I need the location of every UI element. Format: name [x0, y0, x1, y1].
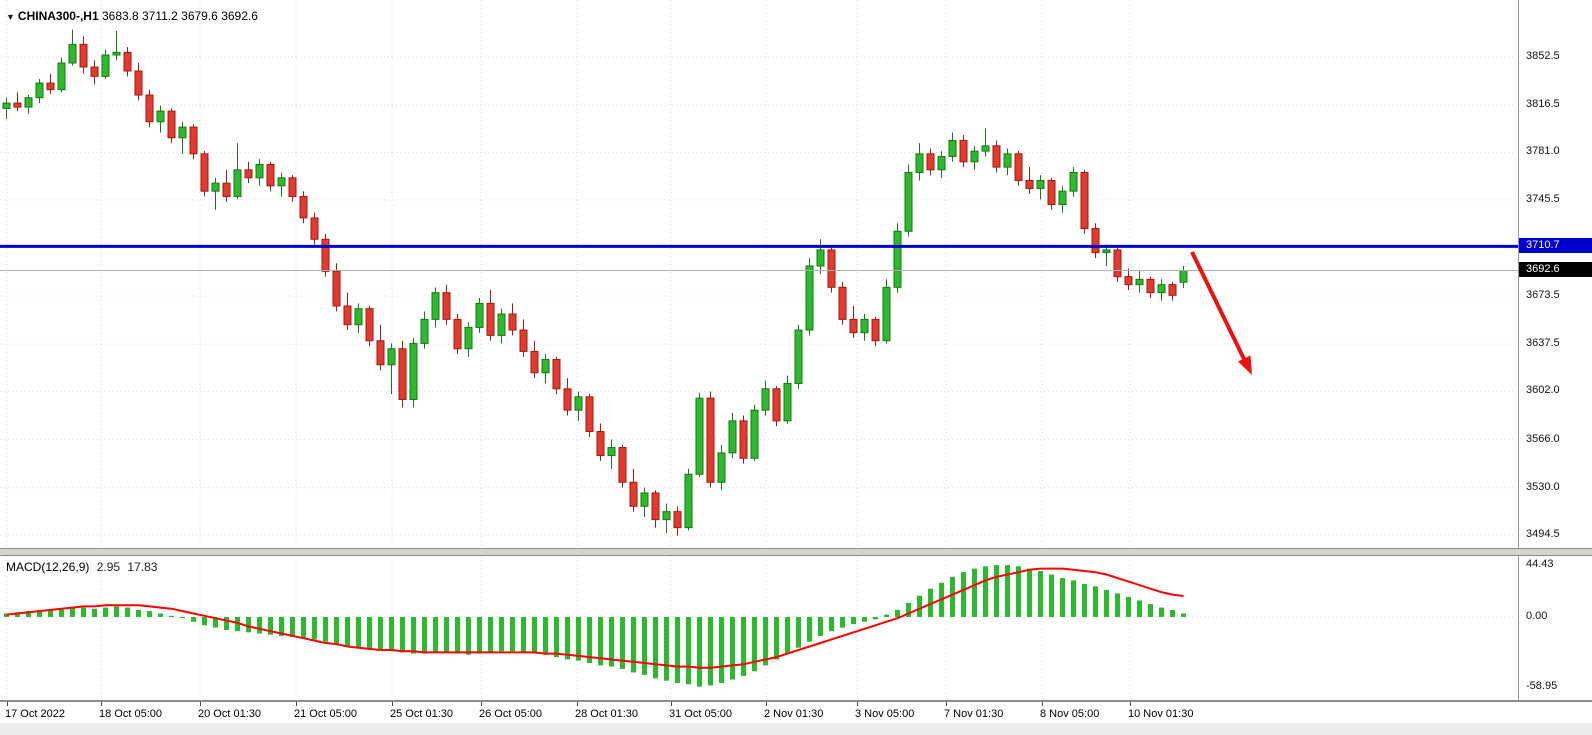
time-axis-label: 18 Oct 05:00 — [99, 708, 162, 720]
price-axis[interactable]: 3710.7 3692.6 3852.5 3816.5 3781.0 3745.5 36… — [1518, 0, 1592, 702]
time-axis-tick — [946, 702, 947, 706]
chart-symbol-label: CHINA300-,H1 — [17, 9, 99, 23]
chart-header: ▼ CHINA300-,H1 3683.8 3711.2 3679.6 3692.… — [6, 9, 258, 23]
price-axis-label: 3566.0 — [1526, 432, 1560, 445]
price-axis-label: 3602.0 — [1526, 384, 1560, 397]
price-axis-label: 3637.5 — [1526, 337, 1560, 350]
symbol-dropdown-icon[interactable]: ▼ — [6, 12, 15, 22]
time-axis-label: 2 Nov 01:30 — [764, 708, 824, 720]
time-axis-tick — [481, 702, 482, 706]
time-axis-label: 28 Oct 01:30 — [575, 708, 638, 720]
time-axis[interactable]: 17 Oct 2022 18 Oct 05:00 20 Oct 01:30 21 Oc… — [0, 702, 1592, 723]
price-axis-label: 3852.5 — [1526, 50, 1560, 62]
time-axis-tick — [671, 702, 672, 706]
macd-axis-label: -58.95 — [1526, 679, 1558, 692]
hline-price-tag: 3710.7 — [1519, 238, 1592, 254]
time-axis-tick — [101, 702, 102, 706]
time-axis-tick — [392, 702, 393, 706]
macd-indicator-label: MACD(12,26,9) 2.95 17.83 — [6, 560, 157, 574]
price-axis-label: 3781.0 — [1526, 145, 1560, 158]
time-axis-label: 31 Oct 05:00 — [669, 708, 732, 720]
time-axis-tick — [577, 702, 578, 706]
macd-panel[interactable]: MACD(12,26,9) 2.95 17.83 — [0, 556, 1518, 700]
macd-chart-canvas[interactable] — [0, 556, 1518, 700]
chart-ohlc-label: 3683.8 3711.2 3679.6 3692.6 — [101, 9, 258, 23]
macd-signal-value: 17.83 — [127, 560, 158, 574]
price-axis-label: 3494.5 — [1526, 528, 1560, 540]
panel-divider[interactable] — [0, 548, 1592, 556]
time-axis-tick — [296, 702, 297, 706]
time-axis-label: 10 Nov 01:30 — [1128, 708, 1194, 720]
macd-axis-label: 44.43 — [1526, 557, 1554, 570]
time-axis-label: 3 Nov 05:00 — [855, 708, 915, 720]
time-axis-tick — [1130, 702, 1131, 706]
time-axis-tick — [857, 702, 858, 706]
price-axis-label: 3673.5 — [1526, 289, 1560, 301]
macd-label: MACD(12,26,9) — [6, 560, 90, 574]
time-axis-tick — [7, 702, 8, 706]
time-axis-label: 17 Oct 2022 — [5, 708, 65, 720]
main-chart-panel[interactable]: ▼ CHINA300-,H1 3683.8 3711.2 3679.6 3692.… — [0, 0, 1518, 548]
time-axis-tick — [200, 702, 201, 706]
time-axis-tick — [1042, 702, 1043, 706]
time-axis-label: 21 Oct 05:00 — [294, 708, 357, 720]
macd-main-value: 2.95 — [96, 560, 121, 574]
price-axis-label: 3745.5 — [1526, 192, 1560, 205]
time-axis-label: 25 Oct 01:30 — [390, 708, 453, 720]
main-chart-canvas[interactable] — [0, 0, 1518, 548]
window-bottom-strip — [0, 723, 1592, 735]
time-axis-label: 8 Nov 05:00 — [1040, 708, 1100, 720]
current-price-tag: 3692.6 — [1519, 262, 1592, 278]
bottom-divider — [0, 700, 1592, 702]
time-axis-label: 20 Oct 01:30 — [198, 708, 261, 720]
price-axis-label: 3816.5 — [1526, 98, 1560, 111]
macd-axis-label: 0.00 — [1526, 610, 1548, 622]
time-axis-tick — [766, 702, 767, 706]
time-axis-label: 7 Nov 01:30 — [944, 708, 1004, 720]
time-axis-label: 26 Oct 05:00 — [479, 708, 542, 720]
price-axis-label: 3530.0 — [1526, 480, 1560, 493]
